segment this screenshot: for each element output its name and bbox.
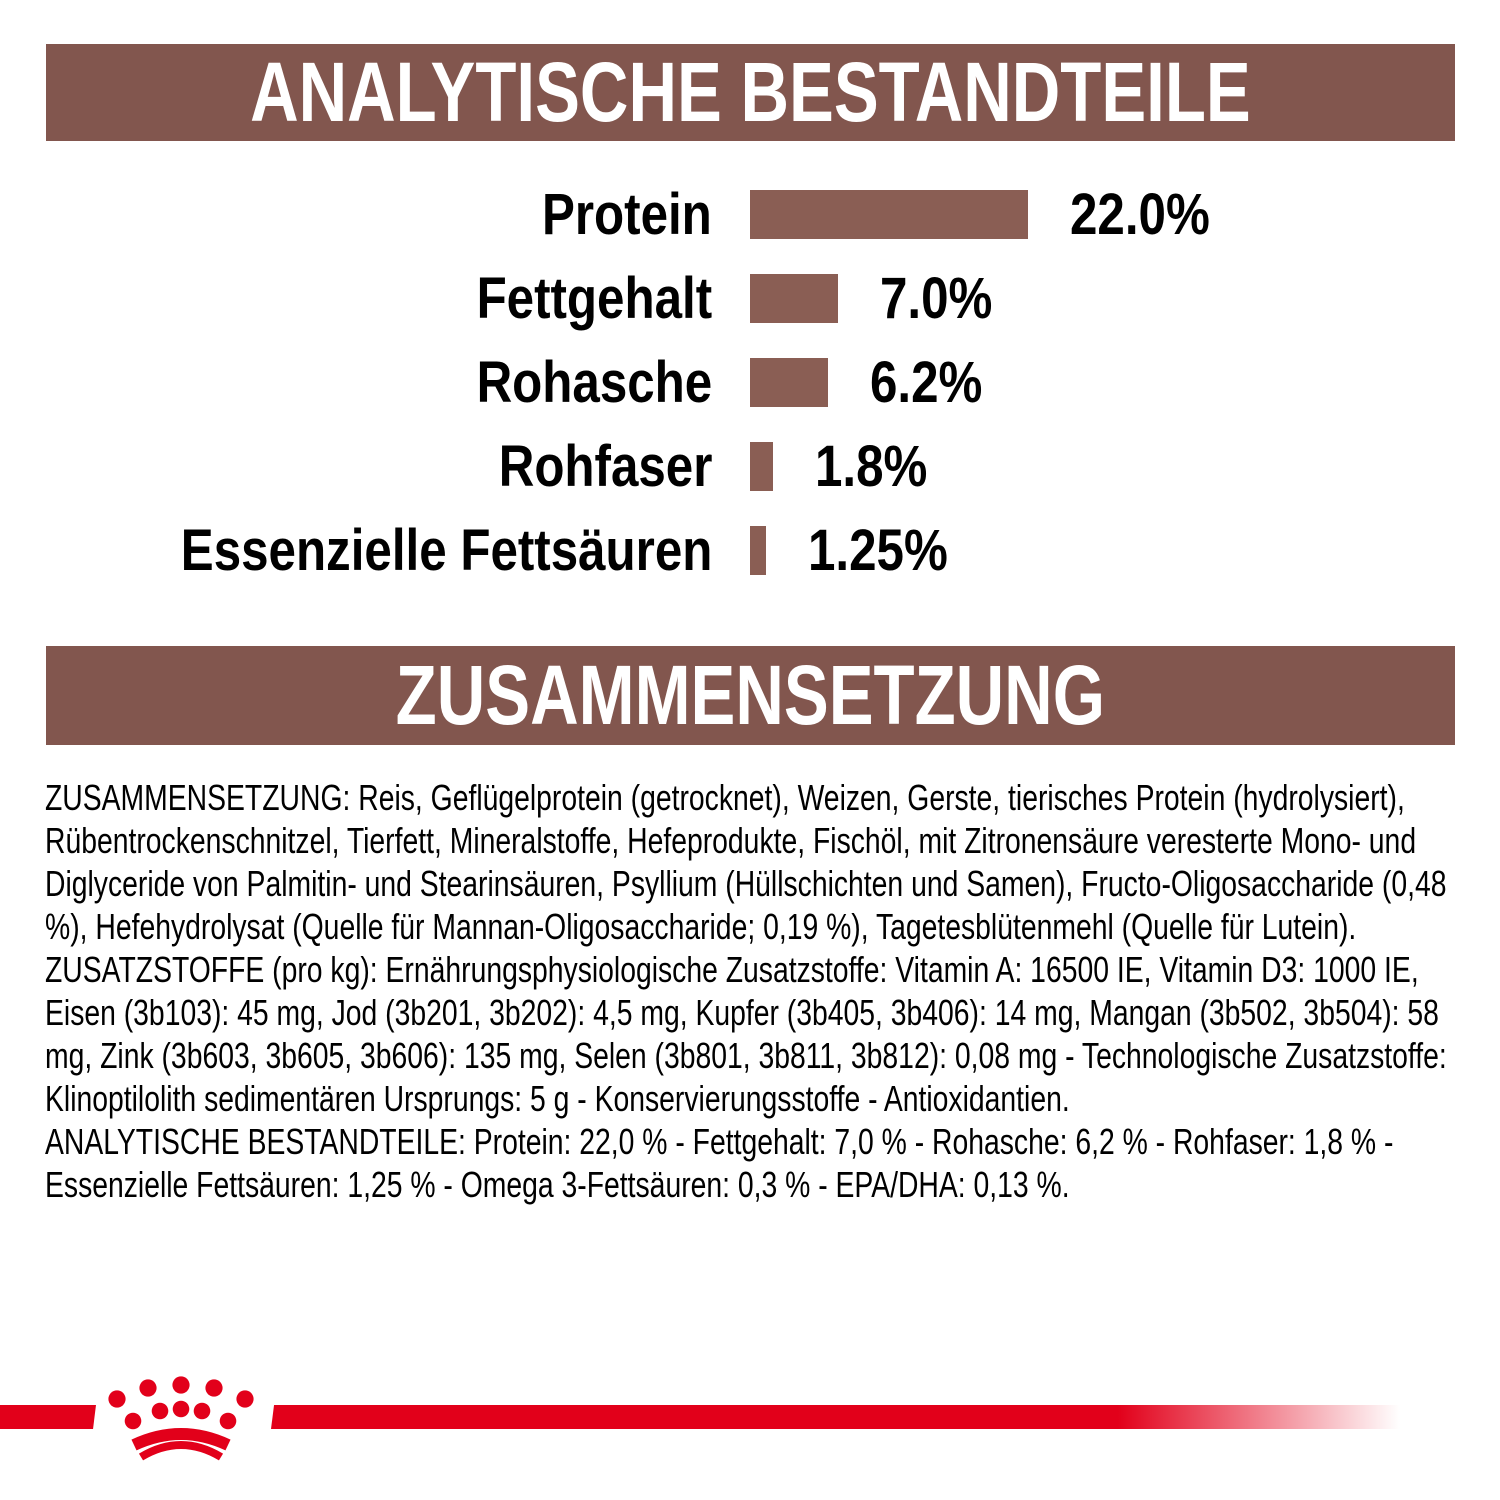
chart-value-label: 6.2% [870,350,983,415]
chart-row: Rohasche 6.2% [0,350,1500,415]
brand-stripe-right [271,1405,1400,1429]
chart-category-label: Protein [542,182,712,247]
chart-category-label: Rohasche [476,350,712,415]
chart-bar [750,274,839,323]
analytical-constituents-banner: ANALYTISCHE BESTANDTEILE [46,44,1455,141]
composition-paragraph: ZUSAMMENSETZUNG: Reis, Geflügelprotein (… [45,777,1447,947]
composition-text-block: ZUSAMMENSETZUNG: Reis, Geflügelprotein (… [45,776,1454,1206]
chart-bar [750,358,829,407]
chart-value-label: 1.25% [807,518,948,583]
analytical-banner-title: ANALYTISCHE BESTANDTEILE [250,45,1251,139]
chart-bar [750,190,1028,239]
composition-banner: ZUSAMMENSETZUNG [46,646,1455,745]
chart-value-label: 7.0% [880,266,993,331]
chart-row: Fettgehalt 7.0% [0,266,1500,331]
chart-row: Rohfaser 1.8% [0,434,1500,499]
chart-category-label: Essenzielle Fettsäuren [180,518,712,583]
chart-row: Essenzielle Fettsäuren 1.25% [0,518,1500,583]
chart-row: Protein 22.0% [0,182,1500,247]
chart-value-label: 22.0% [1069,182,1210,247]
brand-stripe-left [0,1405,96,1429]
chart-category-label: Rohfaser [498,434,712,499]
composition-banner-title: ZUSAMMENSETZUNG [395,648,1106,742]
chart-bar [750,442,773,491]
analytical-constituents-chart: Protein 22.0% Fettgehalt 7.0% Rohasche 6.2% Ro… [0,182,1500,610]
chart-bar [750,526,766,575]
analytical-constituents-paragraph: ANALYTISCHE BESTANDTEILE: Protein: 22,0 … [45,1121,1394,1205]
chart-value-label: 1.8% [814,434,928,499]
additives-paragraph: ZUSATZSTOFFE (pro kg): Ernährungsphysiol… [45,949,1447,1119]
chart-category-label: Fettgehalt [476,266,712,331]
